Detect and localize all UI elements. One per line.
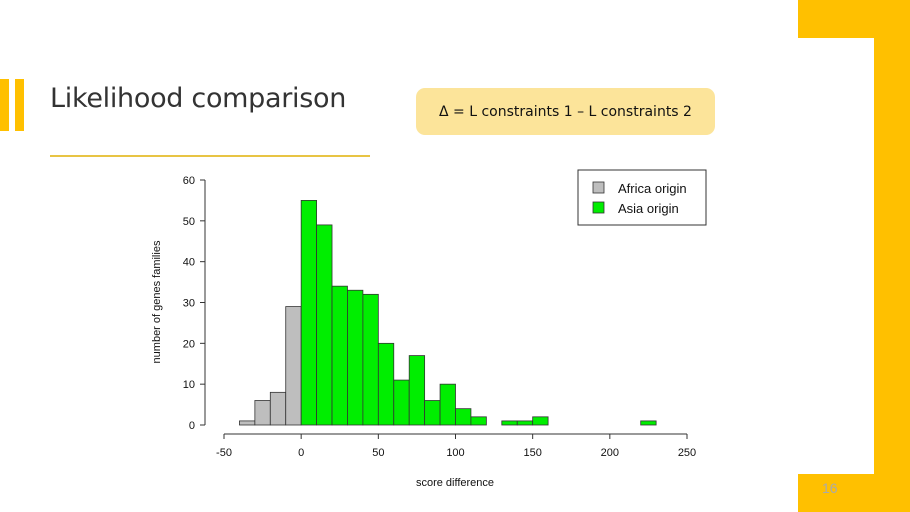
legend-box — [577, 169, 707, 226]
y-tick-label: 20 — [183, 338, 195, 350]
bar-africa-origin — [285, 306, 302, 426]
page-number: 16 — [822, 480, 838, 496]
slide-title: Likelihood comparison — [50, 83, 347, 114]
bar-asia-origin — [470, 416, 487, 426]
chart-legend: Africa origin Asia origin — [577, 169, 707, 226]
bar-asia-origin — [516, 420, 534, 426]
bar-asia-origin — [532, 416, 549, 426]
x-axis-label: score difference — [416, 477, 494, 489]
bar-asia-origin — [640, 420, 657, 426]
legend-label-africa: Africa origin — [618, 181, 687, 196]
y-axis: 0 10 20 30 40 50 60 — [183, 175, 206, 432]
y-tick-label: 50 — [183, 216, 195, 228]
bar-asia-origin — [300, 200, 317, 426]
y-tick-label: 60 — [183, 175, 195, 187]
x-tick-label: 100 — [446, 447, 464, 459]
bar-asia-origin — [316, 224, 333, 426]
x-tick-label: 0 — [298, 447, 304, 459]
bar-asia-origin — [439, 383, 456, 426]
histogram-bars — [239, 200, 657, 426]
bar-africa-origin — [254, 400, 271, 426]
bar-asia-origin — [362, 293, 379, 426]
bar-asia-origin — [331, 285, 348, 426]
bar-asia-origin — [393, 379, 410, 426]
x-tick-label: -50 — [216, 447, 232, 459]
bar-asia-origin — [501, 420, 518, 426]
legend-label-asia: Asia origin — [618, 201, 679, 216]
y-axis-label: number of genes families — [151, 240, 163, 363]
x-tick-label: 250 — [678, 447, 696, 459]
title-underline — [50, 155, 370, 157]
x-tick-label: 50 — [372, 447, 384, 459]
title-accent-bar-left — [0, 79, 9, 131]
y-tick-label: 30 — [183, 298, 195, 310]
y-tick-label: 10 — [183, 379, 195, 391]
y-tick-label: 40 — [183, 257, 195, 269]
bar-asia-origin — [377, 342, 395, 426]
x-tick-label: 150 — [523, 447, 541, 459]
bar-africa-origin — [269, 391, 287, 426]
x-tick-label: 200 — [601, 447, 619, 459]
formula-callout: Δ = L constraints 1 – L constraints 2 — [416, 88, 715, 135]
legend-swatch-asia — [592, 201, 605, 214]
bar-asia-origin — [455, 408, 472, 426]
y-tick-label: 0 — [189, 420, 195, 432]
bar-africa-origin — [239, 420, 256, 426]
legend-swatch-africa — [592, 181, 605, 194]
title-accent-bar-right — [15, 79, 24, 131]
bar-asia-origin — [424, 400, 441, 426]
bar-asia-origin — [347, 289, 364, 426]
bar-asia-origin — [408, 355, 426, 426]
x-axis: -50 0 50 100 150 200 250 — [216, 433, 696, 459]
